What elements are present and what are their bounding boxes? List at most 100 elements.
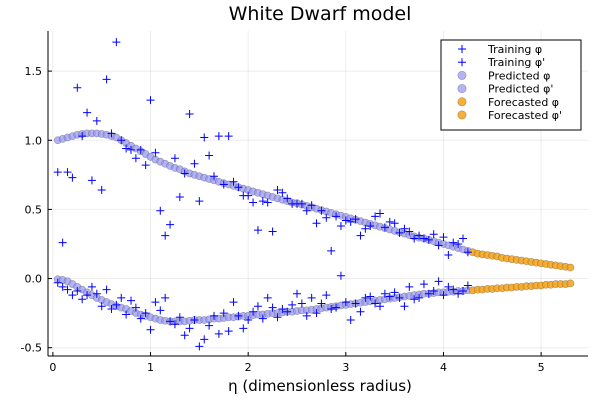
data-point (185, 324, 194, 333)
series-5 (468, 279, 575, 295)
data-point (180, 331, 189, 340)
data-point (253, 226, 262, 235)
data-point (122, 144, 131, 153)
data-point (356, 307, 365, 316)
data-point (234, 183, 243, 192)
data-point (78, 295, 87, 304)
data-point (249, 198, 258, 207)
data-point (463, 248, 472, 257)
data-point (390, 288, 399, 297)
data-point (92, 116, 101, 125)
data-point (117, 136, 126, 145)
data-point (170, 154, 179, 163)
data-point (376, 302, 385, 311)
y-tick-label: 1.0 (25, 134, 43, 147)
data-point (73, 287, 82, 295)
data-point (219, 180, 228, 189)
data-point (434, 241, 443, 250)
data-point (336, 222, 345, 230)
data-point (439, 291, 448, 300)
data-point (419, 234, 428, 243)
legend-marker (457, 70, 467, 80)
data-point (156, 306, 165, 315)
data-point (131, 303, 140, 312)
data-point (146, 96, 155, 105)
x-tick-label: 5 (538, 361, 545, 374)
data-point (234, 311, 243, 320)
data-point (258, 197, 267, 206)
data-point (434, 277, 443, 286)
data-point (68, 173, 77, 182)
data-point (263, 293, 272, 302)
series-1 (53, 271, 472, 351)
data-point (151, 148, 160, 157)
data-point (195, 342, 204, 351)
data-point (346, 316, 355, 325)
data-point (185, 109, 194, 118)
data-point (312, 309, 321, 318)
data-point (224, 327, 233, 336)
data-point (351, 299, 360, 308)
data-point (210, 311, 219, 320)
data-point (249, 307, 258, 316)
data-point (410, 295, 419, 304)
data-point (127, 145, 136, 154)
data-point (107, 304, 116, 313)
x-tick-label: 3 (342, 361, 349, 374)
data-point (449, 285, 458, 294)
data-point (424, 289, 433, 298)
data-point (371, 299, 380, 308)
legend-label: Predicted φ' (488, 83, 553, 96)
legend-label: Predicted φ (488, 69, 550, 82)
series-0 (53, 38, 472, 260)
data-point (332, 303, 341, 312)
data-point (229, 298, 238, 307)
data-point (195, 197, 204, 206)
data-point (97, 302, 106, 311)
data-point (297, 299, 306, 308)
data-point (68, 291, 77, 300)
data-point (219, 309, 228, 318)
data-point (332, 212, 341, 221)
data-point (415, 293, 424, 302)
data-point (302, 206, 311, 215)
axes: 0 1 2 3 4 5 -0.5 0.0 0.5 1.0 1.5 (21, 31, 588, 374)
chart-title: White Dwarf model (229, 3, 412, 25)
data-point (205, 151, 214, 160)
data-point (322, 213, 331, 222)
data-point (341, 216, 350, 225)
data-point (317, 206, 326, 215)
data-point (283, 194, 292, 203)
legend-marker (457, 97, 467, 107)
x-tick-label: 2 (245, 361, 252, 374)
data-point (400, 302, 409, 311)
data-point (53, 278, 62, 287)
data-point (361, 293, 370, 302)
data-point (244, 191, 253, 200)
data-point (136, 145, 145, 154)
x-axis-label: η (dimensionless radius) (228, 377, 412, 395)
data-point (307, 293, 316, 302)
x-tick-label: 1 (147, 361, 154, 374)
data-point (317, 299, 326, 308)
data-point (107, 129, 116, 138)
data-point (161, 293, 170, 302)
data-point (141, 161, 150, 170)
data-point (127, 296, 136, 305)
legend-marker (458, 45, 466, 53)
data-point (341, 298, 350, 307)
data-point (336, 271, 345, 280)
data-point (283, 307, 292, 316)
data-point (258, 314, 267, 323)
data-point (122, 310, 131, 319)
data-point (180, 169, 189, 178)
data-point (415, 231, 424, 240)
data-point (351, 215, 360, 224)
data-point (371, 212, 380, 221)
data-point (312, 219, 321, 228)
data-point (200, 335, 209, 344)
data-point (136, 314, 145, 323)
data-marks (53, 38, 575, 351)
